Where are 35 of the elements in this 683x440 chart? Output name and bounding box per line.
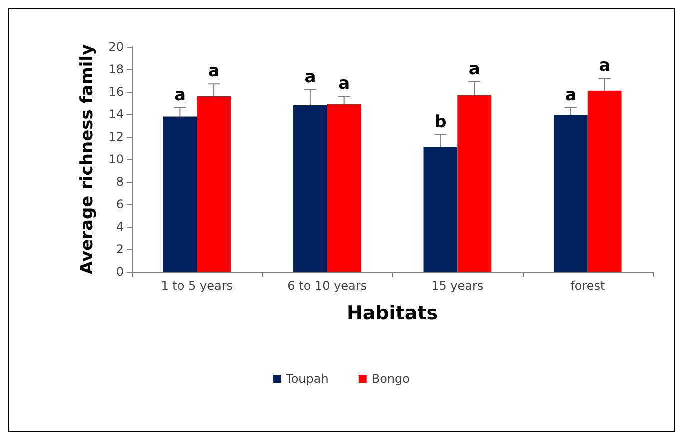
bar (197, 96, 231, 272)
bar (294, 106, 328, 272)
x-axis-title: Habitats (346, 302, 438, 324)
bar (588, 90, 622, 272)
legend-label: Toupah (285, 372, 329, 386)
legend-label: Bongo (372, 372, 410, 386)
y-tick-label: 10 (108, 152, 124, 166)
y-tick-label: 18 (108, 62, 124, 76)
data-label: a (208, 62, 220, 82)
y-tick-label: 16 (108, 85, 124, 99)
data-label: a (468, 59, 480, 80)
y-tick-label: 0 (116, 265, 124, 279)
y-tick-label: 12 (108, 130, 124, 144)
data-label: a (599, 56, 611, 76)
y-tick-label: 2 (116, 242, 124, 256)
x-tick-label: 6 to 10 years (288, 279, 368, 293)
bar (327, 104, 362, 272)
data-label: a (174, 85, 186, 106)
bar (163, 116, 198, 272)
y-tick-label: 20 (108, 40, 124, 54)
bar (458, 95, 492, 272)
data-label: a (565, 85, 577, 106)
x-tick-label: forest (570, 279, 606, 293)
y-tick-label: 6 (116, 198, 124, 212)
y-tick-label: 14 (108, 108, 124, 122)
y-tick-label: 4 (116, 220, 124, 234)
data-label: b (434, 112, 447, 132)
data-label: a (304, 67, 316, 88)
bar (554, 115, 588, 272)
bar (424, 147, 458, 272)
x-tick-label: 1 to 5 years (161, 279, 234, 293)
data-label: a (338, 74, 350, 94)
x-tick-label: 15 years (432, 279, 484, 293)
y-axis-title: Average richness family (78, 44, 98, 275)
y-tick-label: 8 (116, 175, 124, 189)
